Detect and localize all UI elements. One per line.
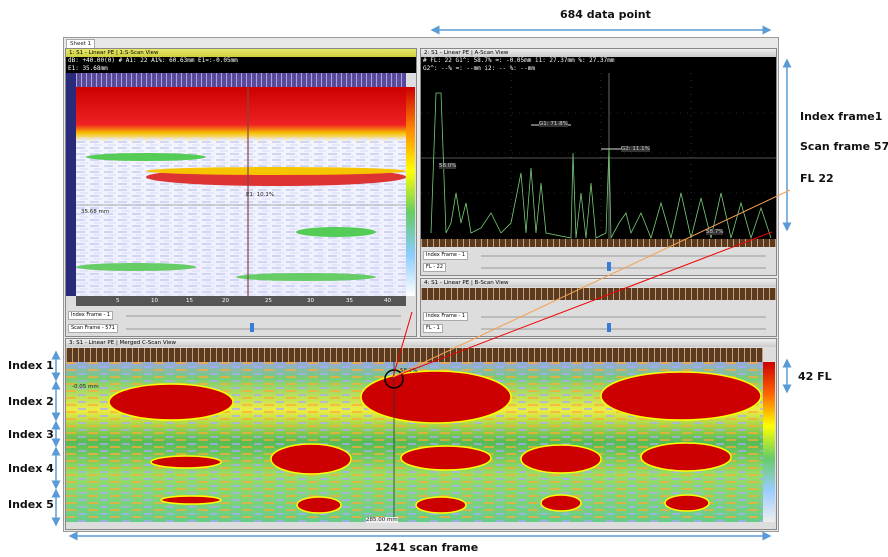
link-lines [0,0,888,557]
page: {"annotations":{"top":"684 data point","… [0,0,888,557]
